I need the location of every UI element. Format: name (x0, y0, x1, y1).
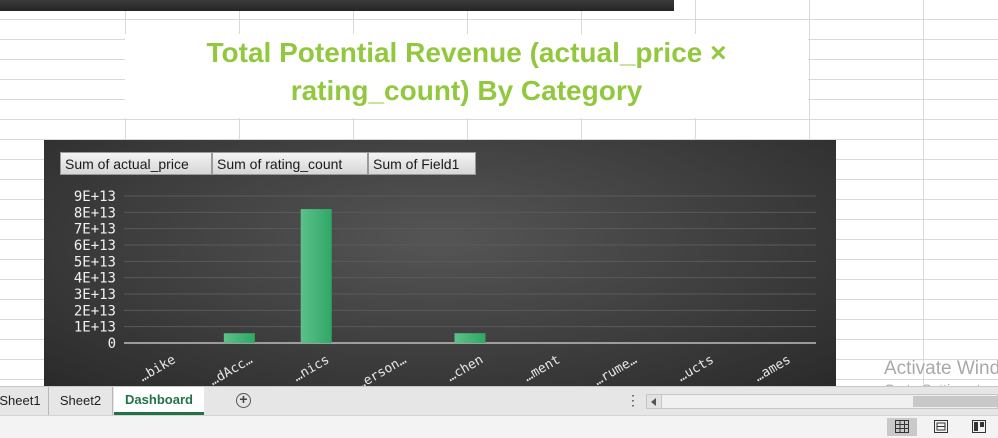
pivot-chart[interactable]: Sum of actual_price Sum of rating_count … (44, 140, 836, 386)
tab-sheet1[interactable]: Sheet1 (0, 387, 49, 415)
tab-sheet2[interactable]: Sheet2 (49, 387, 113, 415)
bar[interactable] (223, 333, 255, 343)
x-tick-label: …rume… (592, 352, 640, 386)
y-tick-label: 6E+13 (74, 238, 116, 254)
field-button-field1[interactable]: Sum of Field1 (368, 152, 476, 175)
more-options-icon[interactable]: ⋮ (626, 392, 640, 408)
page-break-preview-icon (972, 420, 986, 433)
watermark-line1: Activate Wind (884, 358, 998, 379)
tab-dashboard[interactable]: Dashboard (114, 387, 204, 415)
chart-object-above[interactable] (0, 0, 674, 11)
y-tick-label: 4E+13 (74, 271, 116, 287)
bar-chart-plot: 9E+138E+137E+136E+135E+134E+133E+132E+13… (74, 189, 816, 386)
x-tick-label: …nics (291, 352, 332, 385)
normal-view-icon (895, 420, 909, 433)
x-tick-label: …dAcc… (207, 352, 255, 386)
field-button-actual-price[interactable]: Sum of actual_price (60, 152, 212, 175)
x-tick-label: …ames (752, 352, 793, 385)
chart-title-textbox[interactable]: Total Potential Revenue (actual_price × … (125, 34, 808, 118)
y-tick-label: 8E+13 (74, 205, 116, 221)
x-tick-label: …ucts (675, 352, 716, 385)
page-break-preview-button[interactable] (964, 418, 994, 436)
plus-circle-icon[interactable]: + (236, 392, 251, 408)
bar[interactable] (300, 209, 332, 343)
y-tick-label: 3E+13 (74, 287, 116, 303)
x-tick-label: …bike (137, 352, 179, 385)
status-bar (0, 415, 998, 438)
y-tick-label: 0 (108, 336, 116, 352)
bar[interactable] (454, 333, 486, 343)
chart-title-line1: Total Potential Revenue (actual_price × (206, 37, 727, 68)
y-tick-label: 5E+13 (74, 254, 116, 270)
sheet-tab-bar: Sheet1 Sheet2 Dashboard + ⋮ (0, 386, 998, 415)
y-tick-label: 2E+13 (74, 303, 116, 319)
y-tick-label: 1E+13 (74, 320, 116, 336)
x-tick-label: …erson… (354, 352, 409, 386)
chart-title-line2: rating_count) By Category (290, 75, 643, 106)
scrollbar-thumb[interactable] (913, 396, 997, 407)
page-layout-icon (934, 420, 948, 433)
x-tick-label: …ment (521, 352, 562, 385)
horizontal-scrollbar[interactable] (646, 394, 998, 409)
page-layout-button[interactable] (926, 418, 956, 436)
normal-view-button[interactable] (887, 418, 917, 436)
y-tick-label: 7E+13 (74, 222, 116, 238)
x-tick-label: …chen (445, 352, 486, 385)
field-button-rating-count[interactable]: Sum of rating_count (212, 152, 368, 175)
y-tick-label: 9E+13 (74, 189, 116, 205)
scroll-left-icon[interactable] (647, 395, 662, 408)
pivot-field-buttons: Sum of actual_price Sum of rating_count … (60, 152, 476, 175)
